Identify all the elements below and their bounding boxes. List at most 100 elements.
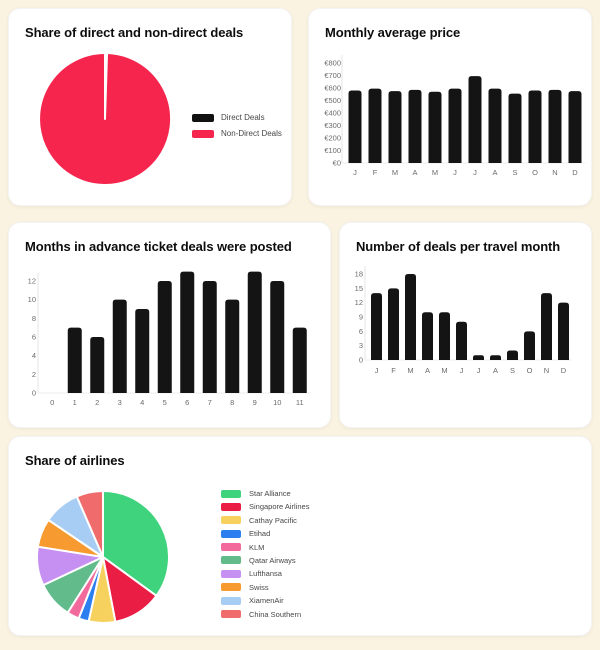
legend-label: China Southern <box>249 609 302 619</box>
legend-label: KLM <box>249 542 265 552</box>
bar <box>439 312 450 360</box>
legend-swatch-icon <box>221 516 241 525</box>
chart-canvas <box>38 51 173 186</box>
bar <box>508 93 522 163</box>
chart-canvas: €0 €100 €200 €300 €400 €500 €600 €700 €800 J F M A M J… <box>324 55 585 177</box>
x-tick-label: N <box>552 168 557 177</box>
legend-item[interactable]: Star Alliance <box>221 489 309 498</box>
monthly-price-chart-title: Monthly average price <box>325 25 461 40</box>
y-tick-label: 9 <box>359 313 363 322</box>
x-tick-label: J <box>453 168 457 177</box>
legend-swatch-icon <box>221 596 241 605</box>
x-tick-label: O <box>532 168 538 177</box>
y-tick-label: €100 <box>324 146 341 155</box>
bar <box>541 293 552 360</box>
legend-swatch-icon <box>221 610 241 619</box>
bar <box>180 271 195 393</box>
y-tick-label: €600 <box>324 84 341 93</box>
bar <box>135 309 150 393</box>
legend-swatch-icon <box>221 556 241 565</box>
travel-month-chart-title: Number of deals per travel month <box>356 239 561 254</box>
bar <box>568 91 582 163</box>
legend-swatch-icon <box>221 489 241 498</box>
x-tick-label: J <box>353 168 357 177</box>
x-tick-label: J <box>477 366 481 375</box>
y-tick-label: 6 <box>359 327 363 336</box>
x-tick-label: M <box>441 366 447 375</box>
legend-item[interactable]: Non-Direct Deals <box>192 129 282 138</box>
legend-swatch-icon <box>192 113 214 122</box>
legend-item[interactable]: Etihad <box>221 529 309 538</box>
bar <box>422 312 433 360</box>
legend-label: Qatar Airways <box>249 555 296 565</box>
card-direct-deals: Share of direct and non-direct deals Dir… <box>8 8 292 206</box>
bar <box>67 327 82 393</box>
y-tick-label: 2 <box>32 370 36 379</box>
bar <box>488 88 502 163</box>
legend-item[interactable]: Singapore Airlines <box>221 502 309 511</box>
bar <box>548 89 562 163</box>
airlines-pie-chart <box>9 437 591 635</box>
pie-slice <box>38 52 173 186</box>
x-tick-label: J <box>460 366 464 375</box>
y-tick-label: 10 <box>28 295 36 304</box>
pie-slice <box>102 490 170 597</box>
legend-item[interactable]: Cathay Pacific <box>221 516 309 525</box>
legend-item[interactable]: Qatar Airways <box>221 556 309 565</box>
bar <box>270 281 285 393</box>
card-monthly-average-price: Monthly average price €0 €100 €200 €300 €400… <box>308 8 592 206</box>
x-tick-label: A <box>492 168 497 177</box>
bar <box>456 321 467 360</box>
legend-swatch-icon <box>221 502 241 511</box>
y-tick-label: €800 <box>324 59 341 68</box>
bar <box>157 281 172 393</box>
bar <box>490 355 501 360</box>
advance-bar-chart: 0 2 4 6 8 10 12 0 1 2 3 4 5 6 7 8 9 10 11 <box>9 223 330 427</box>
legend-item[interactable]: XiamenAir <box>221 596 309 605</box>
airlines-chart-title: Share of airlines <box>25 453 125 468</box>
y-tick-label: €300 <box>324 121 341 130</box>
y-tick-label: 12 <box>28 277 36 286</box>
legend-item[interactable]: Swiss <box>221 583 309 592</box>
bar <box>292 327 307 393</box>
y-tick-label: 3 <box>359 341 363 350</box>
legend-item[interactable]: China Southern <box>221 610 309 619</box>
legend-label: Etihad <box>249 529 271 539</box>
monthly-price-bar-chart: €0 €100 €200 €300 €400 €500 €600 €700 €800 J F M A M J… <box>309 9 591 205</box>
direct-deals-pie-chart <box>9 9 291 205</box>
y-tick-label: €500 <box>324 96 341 105</box>
x-tick-label: 2 <box>95 398 99 407</box>
legend-label: Cathay Pacific <box>249 515 297 525</box>
x-tick-label: J <box>473 168 477 177</box>
legend-label: XiamenAir <box>249 596 284 606</box>
x-tick-label: 11 <box>296 398 304 407</box>
chart-canvas <box>36 490 170 624</box>
x-tick-label: D <box>572 168 578 177</box>
bar <box>371 293 382 360</box>
legend-swatch-icon <box>221 569 241 578</box>
x-tick-label: 8 <box>230 398 234 407</box>
x-tick-label: M <box>432 168 438 177</box>
travel-month-bar-chart: 0 3 6 9 12 15 18 J F M A M J J A S O N D <box>340 223 591 427</box>
legend-item[interactable]: Lufthansa <box>221 569 309 578</box>
legend-swatch-icon <box>221 583 241 592</box>
dashboard-row-1: Share of direct and non-direct deals Dir… <box>8 8 592 206</box>
x-tick-label: 3 <box>118 398 122 407</box>
y-tick-label: €400 <box>324 109 341 118</box>
dashboard-row-3: Share of airlines Star Alliance Singapore… <box>8 436 592 636</box>
x-tick-label: A <box>425 366 430 375</box>
dashboard-row-2: Months in advance ticket deals were post… <box>8 222 592 428</box>
chart-canvas: 0 3 6 9 12 15 18 J F M A M J J A S O N D <box>355 266 572 375</box>
legend-swatch-icon <box>221 529 241 538</box>
bar <box>368 88 382 163</box>
legend-item[interactable]: KLM <box>221 543 309 552</box>
x-tick-label: 4 <box>140 398 144 407</box>
y-tick-label: €0 <box>333 159 341 168</box>
bar <box>388 91 402 163</box>
legend-label: Singapore Airlines <box>249 502 310 512</box>
card-deals-per-travel-month: Number of deals per travel month 0 3 6 9 12 1… <box>339 222 592 428</box>
x-tick-label: A <box>412 168 417 177</box>
legend-item[interactable]: Direct Deals <box>192 113 282 122</box>
bar <box>507 350 518 360</box>
